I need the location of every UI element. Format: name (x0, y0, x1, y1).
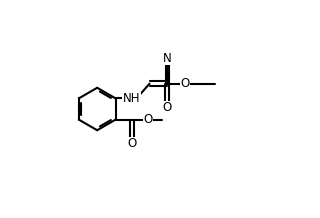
Text: O: O (163, 101, 172, 114)
Text: O: O (180, 77, 190, 90)
Text: O: O (143, 113, 153, 126)
Text: N: N (163, 52, 172, 65)
Text: O: O (127, 137, 136, 150)
Text: NH: NH (123, 92, 140, 105)
